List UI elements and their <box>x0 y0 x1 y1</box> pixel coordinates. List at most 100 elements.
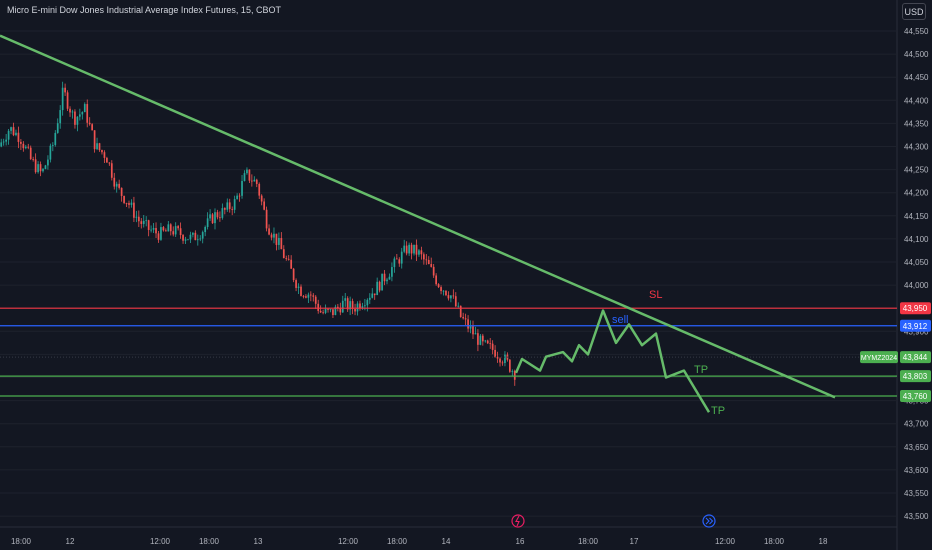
candle-body <box>86 104 89 123</box>
candle-body <box>499 358 501 363</box>
projection-path[interactable] <box>514 309 711 413</box>
level-texts: SL sell TP TP <box>612 289 725 417</box>
candle-body <box>447 295 450 299</box>
candle-body <box>152 228 155 230</box>
candle-body <box>42 168 44 172</box>
price-tick-label: 44,300 <box>904 143 929 152</box>
candle-body <box>81 112 84 115</box>
level-text-SL: SL <box>649 289 662 301</box>
price-tick-label: 44,400 <box>904 96 929 105</box>
candle-body <box>268 228 270 235</box>
candle-body <box>37 164 39 173</box>
candle-body <box>388 276 391 280</box>
candle-body <box>248 169 251 181</box>
price-tick-label: 44,050 <box>904 258 929 267</box>
fast-forward-icon <box>702 514 716 528</box>
chart-title: Micro E-mini Dow Jones Industrial Averag… <box>7 5 281 15</box>
candle-body <box>462 317 465 319</box>
current-price-label <box>900 351 931 364</box>
candle-body <box>344 298 347 301</box>
candle-body <box>162 227 165 231</box>
candle-body <box>236 195 238 200</box>
candle-body <box>192 232 194 235</box>
candle-body <box>182 235 184 241</box>
price-axis: 44,550 44,500 44,450 44,400 44,350 44,300 44,2… <box>860 27 931 521</box>
candle-body <box>204 226 207 233</box>
candle-body <box>103 152 106 158</box>
candle-body <box>442 290 445 292</box>
candle-body <box>393 258 396 268</box>
trendline[interactable] <box>0 34 836 399</box>
candle-body <box>420 250 423 255</box>
candle-body <box>322 312 324 314</box>
level-text-entry: sell <box>612 314 629 326</box>
candle-body <box>501 362 504 364</box>
currency-button[interactable]: USD <box>902 3 926 20</box>
candle-body <box>76 116 79 125</box>
candle-body <box>211 214 214 224</box>
candle-body <box>418 250 420 255</box>
candle-body <box>206 218 209 227</box>
candle-body <box>273 233 275 238</box>
candle-body <box>432 266 435 276</box>
price-label-text-TP1: 43,803 <box>903 372 928 381</box>
candle-body <box>292 268 295 281</box>
candle-body <box>189 234 192 240</box>
candle-body <box>339 307 342 313</box>
candle-body <box>194 232 197 241</box>
candle-body <box>496 356 499 359</box>
candle-body <box>422 254 425 260</box>
candle-body <box>199 238 202 240</box>
event-icons[interactable] <box>511 514 716 528</box>
candle-body <box>184 239 187 241</box>
time-tick-label: 12:00 <box>150 537 171 546</box>
candle-body <box>83 104 86 113</box>
candles <box>0 81 516 386</box>
candle-body <box>123 195 125 203</box>
candle-body <box>223 208 226 210</box>
candle-body <box>29 147 32 160</box>
candle-body <box>351 301 354 309</box>
candle-body <box>133 202 135 218</box>
candle-body <box>290 259 293 269</box>
price-tick-label: 43,700 <box>904 420 929 429</box>
price-tick-label: 44,250 <box>904 166 929 175</box>
candle-body <box>27 146 30 148</box>
candle-body <box>285 258 288 259</box>
candle-body <box>324 308 327 313</box>
candle-body <box>405 245 408 254</box>
time-tick-label: 18:00 <box>11 537 32 546</box>
candle-body <box>167 224 170 232</box>
candle-body <box>17 132 20 142</box>
candle-body <box>108 162 111 164</box>
candle-body <box>413 244 415 254</box>
candle-body <box>59 110 62 124</box>
price-tick-label: 43,500 <box>904 512 929 521</box>
candle-body <box>93 130 96 150</box>
candle-body <box>32 159 35 160</box>
candle-body <box>469 326 472 329</box>
candle-body <box>233 199 236 210</box>
candle-body <box>371 293 374 298</box>
candle-body <box>0 142 3 147</box>
price-label-SL <box>900 302 931 315</box>
candle-body <box>118 183 121 188</box>
candle-body <box>231 208 234 210</box>
candle-body <box>15 132 17 136</box>
candle-body <box>88 122 91 125</box>
candle-body <box>243 173 246 181</box>
candle-body <box>287 258 290 260</box>
candle-body <box>51 144 54 146</box>
candle-body <box>221 208 224 218</box>
candle-body <box>115 183 118 187</box>
candle-body <box>128 203 130 205</box>
candle-body <box>250 180 253 182</box>
candle-body <box>44 165 47 169</box>
candle-body <box>403 245 406 252</box>
candle-body <box>258 183 261 196</box>
candle-body <box>255 179 258 184</box>
candle-body <box>142 220 145 224</box>
candle-body <box>10 127 12 131</box>
candle-body <box>228 202 231 209</box>
